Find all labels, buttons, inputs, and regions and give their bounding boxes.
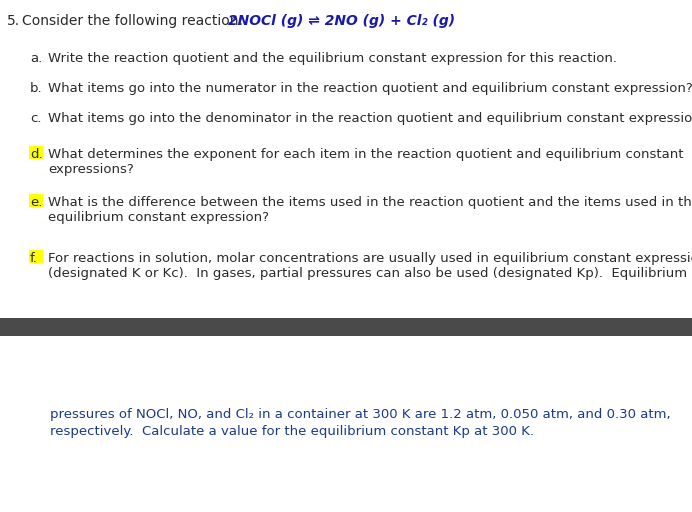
Bar bbox=[29, 146, 43, 159]
Text: pressures of NOCl, NO, and Cl₂ in a container at 300 K are 1.2 atm, 0.050 atm, a: pressures of NOCl, NO, and Cl₂ in a cont… bbox=[50, 408, 671, 421]
Text: What items go into the numerator in the reaction quotient and equilibrium consta: What items go into the numerator in the … bbox=[48, 82, 692, 95]
Text: c.: c. bbox=[30, 112, 42, 125]
Bar bbox=[0, 336, 692, 512]
Text: What items go into the denominator in the reaction quotient and equilibrium cons: What items go into the denominator in th… bbox=[48, 112, 692, 125]
Text: Consider the following reaction:: Consider the following reaction: bbox=[22, 14, 243, 28]
Text: What is the difference between the items used in the reaction quotient and the i: What is the difference between the items… bbox=[48, 196, 692, 209]
Text: a.: a. bbox=[30, 52, 42, 65]
Bar bbox=[29, 194, 43, 207]
Text: b.: b. bbox=[30, 82, 43, 95]
Text: What determines the exponent for each item in the reaction quotient and equilibr: What determines the exponent for each it… bbox=[48, 148, 684, 161]
Text: Write the reaction quotient and the equilibrium constant expression for this rea: Write the reaction quotient and the equi… bbox=[48, 52, 617, 65]
Text: 2NOCl (g) ⇌ 2NO (g) + Cl₂ (g): 2NOCl (g) ⇌ 2NO (g) + Cl₂ (g) bbox=[228, 14, 455, 28]
Text: f.: f. bbox=[30, 252, 38, 265]
Text: e.: e. bbox=[30, 196, 42, 209]
Text: 5.: 5. bbox=[7, 14, 20, 28]
Text: equilibrium constant expression?: equilibrium constant expression? bbox=[48, 210, 269, 224]
Text: For reactions in solution, molar concentrations are usually used in equilibrium : For reactions in solution, molar concent… bbox=[48, 252, 692, 265]
Bar bbox=[0, 318, 692, 336]
Text: respectively.  Calculate a value for the equilibrium constant Kp at 300 K.: respectively. Calculate a value for the … bbox=[50, 424, 534, 437]
Text: expressions?: expressions? bbox=[48, 162, 134, 176]
Text: (designated K or Kc).  In gases, partial pressures can also be used (designated : (designated K or Kc). In gases, partial … bbox=[48, 267, 692, 280]
Bar bbox=[29, 250, 43, 263]
Text: d.: d. bbox=[30, 148, 43, 161]
